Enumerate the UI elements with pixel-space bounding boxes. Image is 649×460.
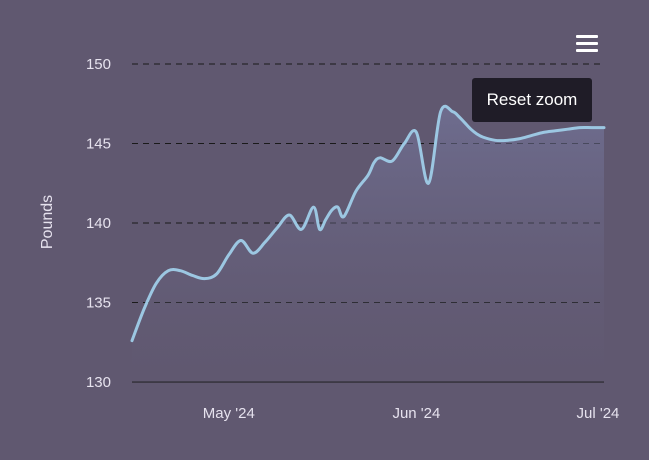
reset-zoom-button[interactable]: Reset zoom [472, 78, 592, 122]
area-fill [132, 106, 604, 382]
x-tick-label: Jun '24 [392, 405, 440, 422]
x-tick-label: Jul '24 [577, 405, 620, 422]
hamburger-menu-icon[interactable] [572, 30, 602, 56]
y-axis: 130 135 140 145 150 [86, 56, 111, 391]
y-tick-label: 140 [86, 215, 111, 232]
series-line [130, 104, 606, 343]
x-tick-label: May '24 [203, 405, 255, 422]
y-tick-label: 150 [86, 56, 111, 73]
y-axis-title: Pounds [39, 195, 56, 249]
y-tick-label: 135 [86, 295, 111, 312]
x-axis: May '24 Jun '24 Jul '24 [203, 405, 620, 422]
y-tick-label: 145 [86, 136, 111, 153]
series-line-path [130, 104, 606, 343]
series-area [132, 106, 604, 382]
y-tick-label: 130 [86, 374, 111, 391]
